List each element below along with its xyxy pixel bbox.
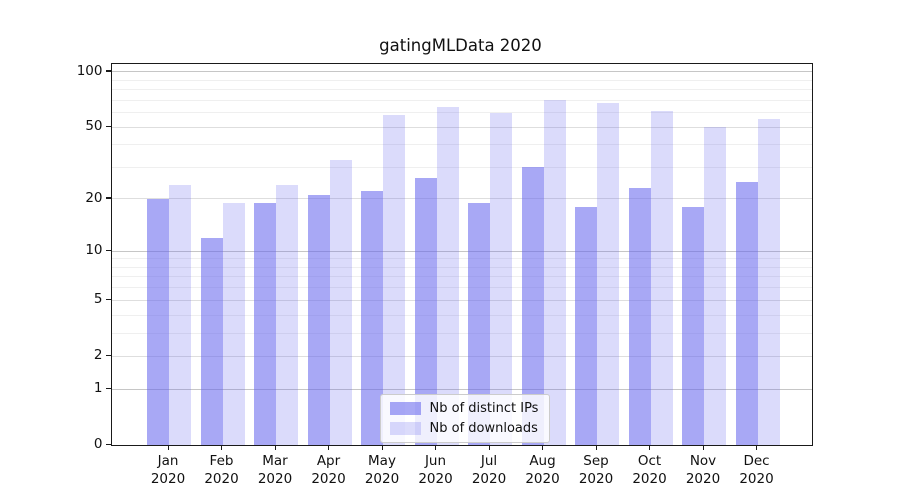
bar-distinct-ips-mar <box>254 202 276 446</box>
bar-distinct-ips-nov <box>682 206 704 446</box>
gridline-y-2 <box>111 355 812 357</box>
y-tick-label-2: 2 <box>93 347 103 364</box>
x-tick-label-sep: Sep 2020 <box>578 453 614 487</box>
y-tick-label-100: 100 <box>76 62 103 79</box>
x-tick-mark-feb <box>221 445 223 451</box>
x-tick-mark-mar <box>274 445 276 451</box>
gridline-y-90 <box>111 79 812 81</box>
x-tick-label-nov: Nov 2020 <box>685 453 721 487</box>
gridline-y-100 <box>111 71 812 73</box>
x-tick-label-jul: Jul 2020 <box>471 453 507 487</box>
x-tick-mark-dec <box>756 445 758 451</box>
gridline-y-30 <box>111 166 812 168</box>
gridline-y-10 <box>111 250 812 252</box>
bar-distinct-ips-feb <box>200 237 223 446</box>
bar-downloads-apr <box>329 159 352 446</box>
gridline-y-40 <box>111 144 812 146</box>
x-tick-label-aug: Aug 2020 <box>525 453 560 487</box>
x-tick-label-oct: Oct 2020 <box>632 453 667 487</box>
y-tick-mark-0 <box>105 443 111 446</box>
gridline-y-1 <box>111 388 812 390</box>
gridline-y-8 <box>111 266 812 268</box>
y-tick-mark-2 <box>105 354 111 357</box>
y-tick-label-1: 1 <box>93 380 103 397</box>
y-tick-label-0: 0 <box>93 436 103 453</box>
x-tick-mark-may <box>381 445 383 451</box>
y-tick-mark-100 <box>105 70 111 72</box>
bar-downloads-jan <box>169 184 191 446</box>
bar-distinct-ips-dec <box>735 181 758 446</box>
bar-distinct-ips-jan <box>147 198 169 446</box>
x-tick-label-jan: Jan 2020 <box>150 453 186 487</box>
x-tick-label-apr: Apr 2020 <box>311 453 346 487</box>
gridline-y-70 <box>111 99 812 101</box>
bar-downloads-nov <box>704 127 726 446</box>
x-tick-mark-jan <box>167 445 169 451</box>
bar-distinct-ips-jul <box>468 202 490 446</box>
bar-distinct-ips-jun <box>414 178 437 446</box>
bar-distinct-ips-aug <box>521 167 544 446</box>
x-tick-mark-oct <box>649 445 651 451</box>
bar-distinct-ips-apr <box>307 195 330 446</box>
gridline-y-3 <box>111 332 812 334</box>
legend-swatch-downloads <box>389 421 421 435</box>
bar-downloads-oct <box>650 111 673 446</box>
gridline-y-7 <box>111 276 812 278</box>
y-tick-mark-10 <box>105 249 111 252</box>
y-tick-mark-50 <box>105 125 111 127</box>
x-tick-mark-nov <box>702 445 704 451</box>
x-tick-mark-jul <box>488 445 490 451</box>
x-tick-mark-jun <box>435 445 437 451</box>
x-tick-mark-aug <box>542 445 544 451</box>
x-tick-label-dec: Dec 2020 <box>739 453 774 487</box>
y-tick-label-10: 10 <box>85 242 103 259</box>
legend-label-downloads: Nb of downloads <box>429 420 538 436</box>
gridline-y-4 <box>111 314 812 316</box>
bar-downloads-sep <box>597 102 619 446</box>
x-tick-label-jun: Jun 2020 <box>418 453 453 487</box>
bar-downloads-jun <box>436 107 459 446</box>
y-tick-mark-5 <box>105 298 111 301</box>
x-tick-mark-apr <box>328 445 330 451</box>
bar-downloads-dec <box>757 119 780 446</box>
x-tick-label-feb: Feb 2020 <box>204 453 239 487</box>
x-tick-mark-sep <box>595 445 597 451</box>
y-tick-mark-1 <box>105 387 111 390</box>
bar-distinct-ips-may <box>361 191 383 446</box>
legend-label-distinct-ips: Nb of distinct IPs <box>429 400 539 416</box>
gridline-y-20 <box>111 198 812 200</box>
gridline-y-50 <box>111 126 812 128</box>
bar-distinct-ips-sep <box>575 206 597 446</box>
y-tick-mark-20 <box>105 197 111 199</box>
y-tick-label-50: 50 <box>85 118 103 134</box>
bar-downloads-jul <box>490 112 512 446</box>
bar-downloads-may <box>383 115 405 446</box>
gridline-y-80 <box>111 89 812 91</box>
x-tick-label-may: May 2020 <box>364 453 400 487</box>
bar-downloads-feb <box>222 202 245 446</box>
plot-area: Nb of distinct IPs Nb of downloads <box>110 62 813 447</box>
y-tick-label-5: 5 <box>93 291 103 308</box>
bar-downloads-aug <box>543 100 566 446</box>
gridline-y-5 <box>111 299 812 301</box>
gridline-y-6 <box>111 287 812 289</box>
legend: Nb of distinct IPs Nb of downloads <box>379 393 550 443</box>
chart-title: gatingMLData 2020 <box>379 36 542 55</box>
legend-item-downloads: Nb of downloads <box>389 420 542 436</box>
legend-swatch-distinct-ips <box>389 401 421 415</box>
gridline-y-9 <box>111 258 812 260</box>
x-tick-label-mar: Mar 2020 <box>257 453 293 487</box>
gridline-y-60 <box>111 112 812 114</box>
legend-item-distinct-ips: Nb of distinct IPs <box>389 400 542 416</box>
y-tick-label-20: 20 <box>85 189 103 206</box>
bar-distinct-ips-oct <box>628 188 651 446</box>
bar-downloads-mar <box>276 184 298 446</box>
